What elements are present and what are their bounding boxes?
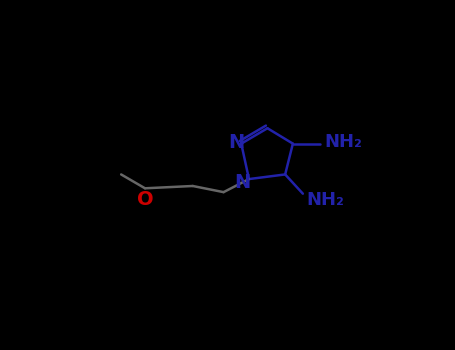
Text: O: O xyxy=(136,190,153,209)
Text: N: N xyxy=(235,173,251,192)
Text: NH₂: NH₂ xyxy=(324,133,362,151)
Text: NH₂: NH₂ xyxy=(306,191,344,209)
Text: N: N xyxy=(228,133,245,152)
